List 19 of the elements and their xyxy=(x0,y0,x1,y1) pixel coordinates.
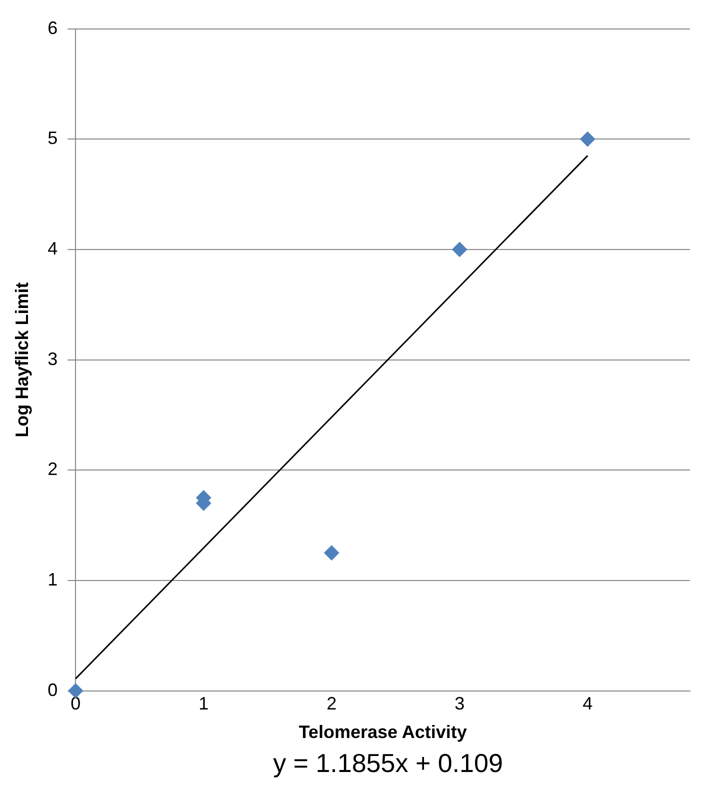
point xyxy=(324,545,340,560)
x-axis-title: Telomerase Activity xyxy=(298,722,467,742)
x-tick-label: 1 xyxy=(198,694,209,714)
y-tick-label: 4 xyxy=(48,238,58,258)
y-tick-label: 0 xyxy=(48,680,58,700)
x-tick-label: 3 xyxy=(454,694,465,714)
point xyxy=(452,242,468,257)
x-tick-label: 4 xyxy=(582,694,593,714)
y-tick-label: 2 xyxy=(48,459,58,480)
y-tick-label: 6 xyxy=(48,18,58,38)
text: y = 1.1855x + 0.109 xyxy=(272,748,504,779)
y-tick-label: 1 xyxy=(48,569,58,590)
point xyxy=(68,683,84,698)
y-tick-label: 5 xyxy=(48,128,58,148)
x-tick-label: 2 xyxy=(326,694,337,714)
y-tick-label: 3 xyxy=(48,348,58,369)
x-tick-label: 0 xyxy=(70,694,81,714)
point xyxy=(580,132,596,147)
y-axis-title: Log Hayflick Limit xyxy=(12,282,32,438)
